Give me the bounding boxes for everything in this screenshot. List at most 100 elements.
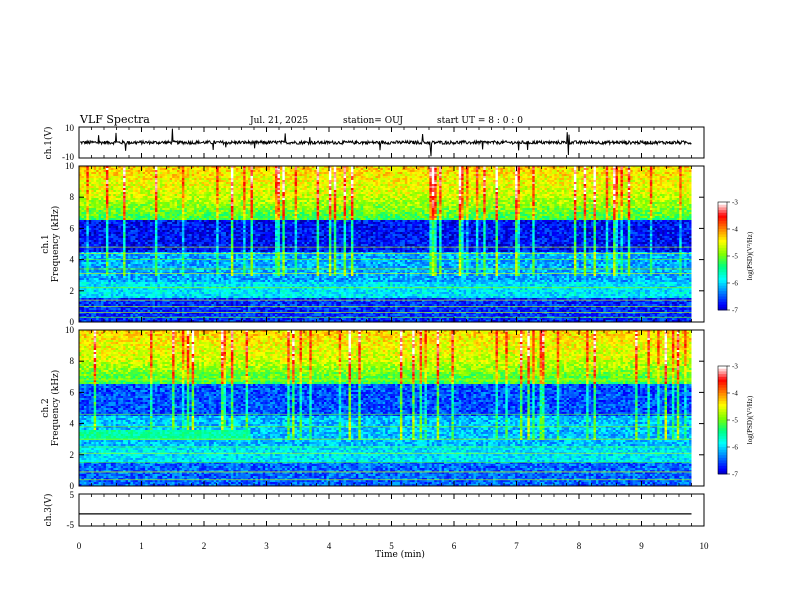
- spectrogram-cell: [643, 170, 646, 172]
- spectrogram-cell: [674, 174, 677, 176]
- spectrogram-cell: [346, 170, 349, 172]
- spectrogram-cell: [157, 168, 160, 170]
- spectrogram-cell: [549, 174, 552, 176]
- spectrogram-cell: [241, 174, 244, 176]
- spectrogram-cell: [478, 172, 481, 174]
- spectrogram-cell: [437, 174, 440, 176]
- spectrogram-cell: [451, 172, 454, 174]
- spectrogram-cell: [508, 170, 511, 172]
- spectrogram-cell: [630, 172, 633, 174]
- spectrogram-cell: [449, 174, 452, 176]
- spectrogram-cell: [170, 174, 173, 176]
- spectrogram-cell: [94, 176, 97, 178]
- spectrogram-cell: [581, 174, 584, 176]
- spectrogram-cell: [537, 168, 540, 170]
- spectrogram-cell: [447, 168, 450, 170]
- spectrogram-cell: [319, 174, 322, 176]
- spectrogram-cell: [417, 168, 420, 170]
- spectrogram-cell: [258, 174, 261, 176]
- spectrogram-cell: [233, 174, 236, 176]
- spectrogram-cell: [292, 168, 295, 170]
- spectrogram-cell: [172, 172, 175, 174]
- spectrogram-cell: [496, 170, 499, 172]
- spectrogram-cell: [493, 168, 496, 170]
- spectrogram-cell: [336, 168, 339, 170]
- spectrogram-cell: [111, 174, 114, 176]
- spectrogram-cell: [312, 168, 315, 170]
- spectrogram-cell: [616, 168, 619, 170]
- spectrogram-cell: [209, 170, 212, 172]
- spectrogram-cell: [297, 168, 300, 170]
- spectrogram-cell: [317, 170, 320, 172]
- spectrogram-cell: [481, 170, 484, 172]
- spectrogram-cell: [500, 174, 503, 176]
- spectrogram-cell: [562, 170, 565, 172]
- spectrogram-cell: [378, 170, 381, 172]
- spectrogram-cell: [184, 174, 187, 176]
- spectrogram-cell: [491, 170, 494, 172]
- spectrogram-cell: [647, 174, 650, 176]
- spectrogram-cell: [336, 174, 339, 176]
- spectrogram-cell: [130, 170, 133, 172]
- spectrogram-cell: [674, 170, 677, 172]
- spectrogram-cell: [84, 168, 87, 170]
- spectrogram-cell: [598, 168, 601, 170]
- spectrogram-cell: [177, 170, 180, 172]
- spectrogram-cell: [189, 172, 192, 174]
- spectrogram-cell: [128, 176, 131, 178]
- spectrogram-cell: [545, 170, 548, 172]
- spectrogram-cell: [126, 168, 129, 170]
- spectrogram-cell: [650, 174, 653, 176]
- spectrogram-cell: [601, 170, 604, 172]
- spectrogram-cell: [542, 174, 545, 176]
- spectrogram-cell: [182, 168, 185, 170]
- spectrogram-cell: [108, 170, 111, 172]
- spectrogram-cell: [86, 174, 89, 176]
- spectrogram-cell: [123, 172, 126, 174]
- spectrogram-cell: [628, 172, 631, 174]
- spectrogram-cell: [483, 168, 486, 170]
- spectrogram-cell: [170, 168, 173, 170]
- spectrogram-cell: [459, 174, 462, 176]
- spectrogram-cell: [184, 172, 187, 174]
- vlf-figure: VLF Spectra Jul. 21, 2025 station= OUJ s…: [0, 0, 792, 612]
- spectrogram-cell: [586, 174, 589, 176]
- spectrogram-cell: [569, 174, 572, 176]
- spectrogram-cell: [199, 168, 202, 170]
- spectrogram-cell: [96, 176, 99, 178]
- spectrogram-cell: [361, 170, 364, 172]
- spectrogram-cell: [513, 170, 516, 172]
- spectrogram-cell: [407, 170, 410, 172]
- spectrogram-cell: [99, 170, 102, 172]
- spectrogram-cell: [549, 172, 552, 174]
- spectrogram-cell: [503, 174, 506, 176]
- spectrogram-cell: [233, 170, 236, 172]
- spectrogram-cell: [471, 168, 474, 170]
- spectrogram-cell: [562, 174, 565, 176]
- spectrogram-cell: [488, 170, 491, 172]
- spectrogram-cell: [380, 170, 383, 172]
- spectrogram-cell: [491, 168, 494, 170]
- spectrogram-cell: [400, 168, 403, 170]
- spectrogram-cell: [591, 172, 594, 174]
- spectrogram-cell: [427, 172, 430, 174]
- spectrogram-cell: [243, 170, 246, 172]
- spectrogram-cell: [618, 168, 621, 170]
- spectrogram-cell: [277, 170, 280, 172]
- spectrogram-cell: [275, 172, 278, 174]
- spectrogram-cell: [669, 174, 672, 176]
- spectrogram-cell: [638, 170, 641, 172]
- spectrogram-cell: [104, 170, 107, 172]
- spectrogram-cell: [128, 172, 131, 174]
- spectrogram-cell: [464, 172, 467, 174]
- spectrogram-cell: [290, 174, 293, 176]
- spectrogram-cell: [179, 170, 182, 172]
- spectrogram-cell: [145, 172, 148, 174]
- spectrogram-cell: [674, 168, 677, 170]
- spectrogram-cell: [295, 168, 298, 170]
- spectrogram-cell: [228, 172, 231, 174]
- spectrogram-cell: [415, 168, 418, 170]
- spectrogram-cell: [275, 174, 278, 176]
- spectrogram-cell: [535, 174, 538, 176]
- spectrogram-cell: [300, 170, 303, 172]
